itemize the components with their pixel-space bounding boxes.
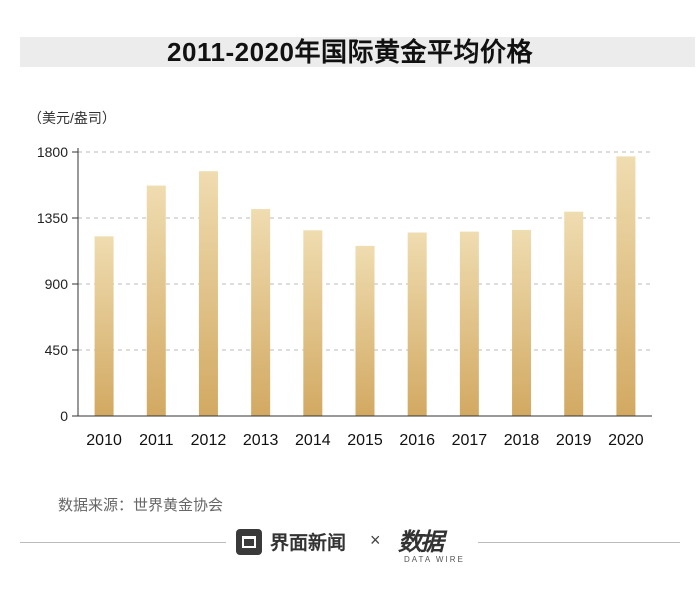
x-tick-label-2019: 2019: [556, 432, 592, 449]
x-tick-label-2010: 2010: [86, 432, 122, 449]
footer-divider-right: [478, 542, 680, 543]
brand-logo: 界面新闻: [236, 528, 346, 555]
data-source: 数据来源：世界黄金协会: [58, 497, 224, 514]
datawire-logo: 数据 DATA WIRE: [398, 522, 468, 566]
x-tick-label-2015: 2015: [347, 432, 383, 449]
y-axis-unit: （美元/盎司）: [28, 110, 116, 126]
bar-2016: [407, 232, 427, 416]
x-tick-label-2017: 2017: [452, 432, 488, 449]
bar-2013: [251, 209, 271, 416]
footer: 界面新闻 × 数据 DATA WIRE: [0, 520, 700, 570]
y-tick-label-1350: 1350: [37, 210, 68, 226]
y-tick-label-900: 900: [45, 276, 69, 292]
datawire-logo-text: 数据: [398, 527, 444, 556]
y-tick-label-450: 450: [45, 342, 69, 358]
datawire-subtitle: DATA WIRE: [404, 555, 465, 564]
x-tick-label-2014: 2014: [295, 432, 331, 449]
x-tick-label-2013: 2013: [243, 432, 279, 449]
separator-times: ×: [370, 530, 381, 550]
bar-2012: [198, 171, 218, 416]
bars: [94, 156, 636, 416]
x-tick-label-2011: 2011: [139, 432, 174, 449]
brand-name: 界面新闻: [270, 533, 347, 554]
bar-2014: [303, 230, 323, 416]
footer-divider-left: [20, 542, 226, 543]
chart-title: 2011-2020年国际黄金平均价格: [167, 37, 533, 67]
bar-2020: [616, 156, 636, 416]
title-bar: [20, 37, 695, 67]
bar-2018: [512, 230, 532, 416]
bar-2010: [94, 236, 114, 416]
y-tick-label-0: 0: [60, 408, 68, 424]
bar-2017: [459, 231, 479, 416]
bar-2015: [355, 245, 375, 416]
y-tick-label-1800: 1800: [37, 144, 68, 160]
jiemian-logo-icon: [236, 528, 262, 555]
x-tick-label-2016: 2016: [399, 432, 435, 449]
axes: 0 450 900 1350 1800 2010 2011 2012 2013 2014 2015 2…: [37, 144, 652, 449]
x-tick-label-2020: 2020: [608, 432, 644, 449]
bar-chart: 0 450 900 1350 1800 2010 2011 2012 2013 2014 2015 2…: [37, 144, 652, 449]
bar-2019: [564, 211, 584, 416]
bar-2011: [146, 185, 166, 416]
x-tick-label-2012: 2012: [191, 432, 227, 449]
x-tick-label-2018: 2018: [504, 432, 540, 449]
